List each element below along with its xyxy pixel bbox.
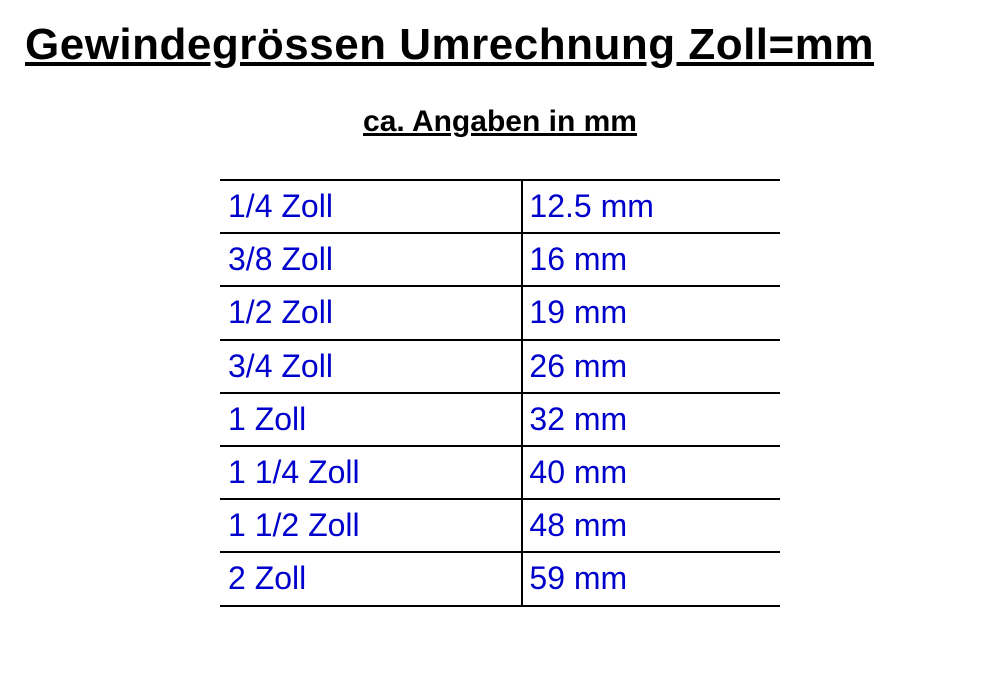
cell-zoll: 3/8 Zoll [220, 233, 522, 286]
table-row: 1/2 Zoll 19 mm [220, 286, 780, 339]
table-row: 3/4 Zoll 26 mm [220, 340, 780, 393]
cell-zoll: 1/4 Zoll [220, 180, 522, 233]
cell-mm: 32 mm [522, 393, 780, 446]
cell-zoll: 1/2 Zoll [220, 286, 522, 339]
conversion-table: 1/4 Zoll 12.5 mm 3/8 Zoll 16 mm 1/2 Zoll… [220, 179, 780, 607]
cell-mm: 40 mm [522, 446, 780, 499]
cell-mm: 16 mm [522, 233, 780, 286]
cell-zoll: 1 Zoll [220, 393, 522, 446]
cell-mm: 48 mm [522, 499, 780, 552]
cell-mm: 12.5 mm [522, 180, 780, 233]
table-row: 3/8 Zoll 16 mm [220, 233, 780, 286]
table-row: 1/4 Zoll 12.5 mm [220, 180, 780, 233]
page-title: Gewindegrössen Umrechnung Zoll=mm [25, 20, 975, 70]
cell-mm: 59 mm [522, 552, 780, 605]
cell-zoll: 2 Zoll [220, 552, 522, 605]
page-subtitle: ca. Angaben in mm [220, 105, 780, 139]
cell-mm: 19 mm [522, 286, 780, 339]
conversion-table-wrap: 1/4 Zoll 12.5 mm 3/8 Zoll 16 mm 1/2 Zoll… [25, 179, 975, 607]
table-row: 1 1/4 Zoll 40 mm [220, 446, 780, 499]
cell-zoll: 3/4 Zoll [220, 340, 522, 393]
table-row: 2 Zoll 59 mm [220, 552, 780, 605]
table-row: 1 1/2 Zoll 48 mm [220, 499, 780, 552]
cell-zoll: 1 1/4 Zoll [220, 446, 522, 499]
cell-zoll: 1 1/2 Zoll [220, 499, 522, 552]
cell-mm: 26 mm [522, 340, 780, 393]
table-row: 1 Zoll 32 mm [220, 393, 780, 446]
